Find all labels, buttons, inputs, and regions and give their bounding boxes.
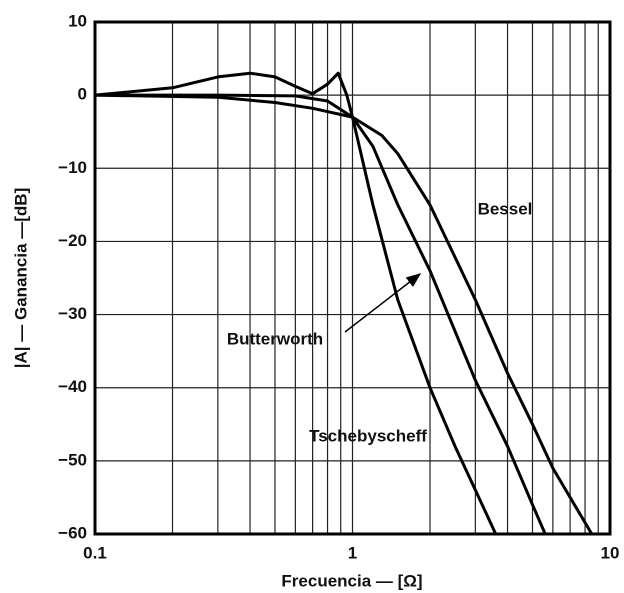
y-tick-label: −20 bbox=[58, 231, 87, 250]
x-axis-label: Frecuencia — [Ω] bbox=[281, 571, 422, 590]
line-series bbox=[94, 93, 594, 535]
plot-frame bbox=[93, 20, 612, 536]
x-tick-label: 1 bbox=[348, 543, 357, 562]
y-tick-label: −10 bbox=[58, 158, 87, 177]
y-axis-label: |A| — Ganancia —[dB] bbox=[11, 188, 30, 368]
line-series bbox=[95, 93, 547, 535]
y-tick-label: 0 bbox=[78, 85, 87, 104]
series-label: Butterworth bbox=[227, 329, 323, 348]
x-tick-label: 0.1 bbox=[83, 543, 107, 562]
y-tick-label: −30 bbox=[58, 304, 87, 323]
series-label: Tschebyscheff bbox=[309, 426, 427, 445]
grid bbox=[94, 21, 611, 535]
annotation-arrow bbox=[344, 273, 422, 333]
y-tick-label: −40 bbox=[58, 377, 87, 396]
curves bbox=[94, 71, 594, 535]
series-label: Bessel bbox=[478, 199, 533, 218]
x-tick-label: 10 bbox=[601, 543, 620, 562]
y-tick-label: 10 bbox=[68, 11, 87, 30]
y-tick-label: −60 bbox=[58, 523, 87, 542]
y-tick-label: −50 bbox=[58, 450, 87, 469]
line-series bbox=[94, 71, 498, 535]
